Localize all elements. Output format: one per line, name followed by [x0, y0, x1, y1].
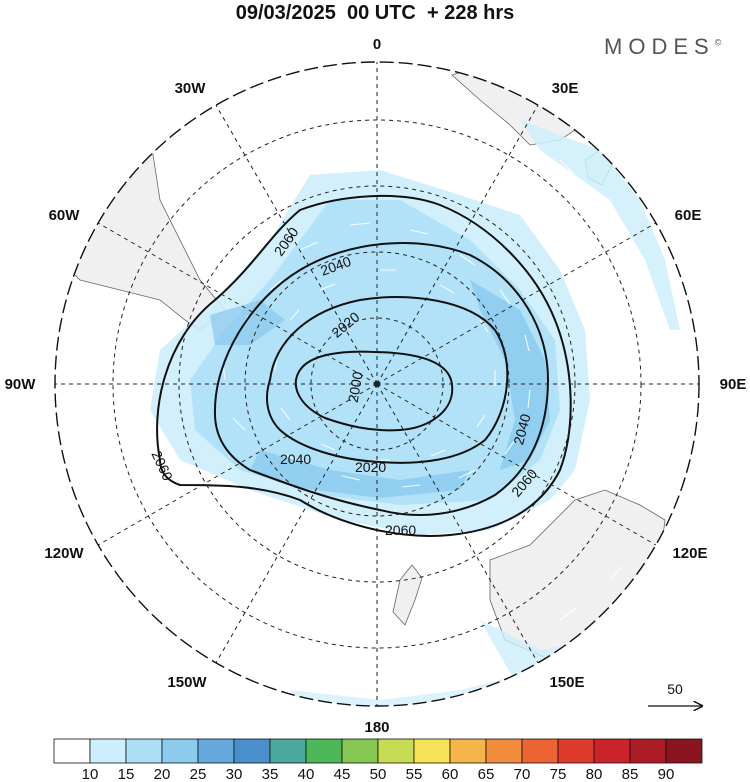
lon-label-150w: 150W — [167, 674, 207, 691]
meridian-line — [97, 383, 378, 546]
colorbar-swatch — [665, 738, 703, 764]
wind-band-strong-west — [210, 300, 285, 345]
colorbar-tick-label: 40 — [298, 766, 315, 782]
longitude-labels: 0 30E 60E 90E 120E 150E 180 150W 120W 90… — [5, 36, 747, 736]
colorbar-swatch — [593, 738, 631, 764]
brand-text: MODES — [604, 34, 715, 59]
colorbar-swatch — [89, 738, 127, 764]
colorbar-swatch — [557, 738, 595, 764]
colorbar-swatch — [629, 738, 667, 764]
lon-label-150e: 150E — [549, 674, 584, 691]
colorbar-swatch — [413, 738, 451, 764]
contour-label-2020-south: 2020 — [355, 459, 386, 475]
colorbar-tick-label: 10 — [82, 766, 99, 782]
colorbar-tick-label: 80 — [586, 766, 603, 782]
lon-label-60e: 60E — [675, 207, 702, 224]
colorbar-tick-label: 45 — [334, 766, 351, 782]
contour-2060 — [156, 194, 572, 537]
colorbar-swatch — [377, 738, 415, 764]
contour-label-2060-west: 2060 — [148, 448, 176, 483]
brand-mark: © — [714, 37, 722, 48]
colorbar-tick-label: 25 — [190, 766, 207, 782]
colorbar-swatch — [305, 738, 343, 764]
colorbar-swatch — [125, 738, 163, 764]
colorbar-swatch — [53, 738, 91, 764]
wind-band-africa — [520, 120, 680, 330]
lon-label-0: 0 — [373, 36, 381, 53]
colorbar-tick-label: 75 — [550, 766, 567, 782]
contour-2000 — [295, 350, 454, 432]
map-title: 09/03/2025 00 UTC + 228 hrs — [235, 2, 515, 24]
meridian-line — [376, 222, 657, 385]
contour-label-2040-south: 2040 — [280, 451, 311, 467]
wind-band-strong — [470, 280, 550, 470]
lon-label-30e: 30E — [552, 80, 579, 97]
colorbar-swatch — [485, 738, 523, 764]
lon-label-30w: 30W — [175, 80, 207, 97]
colorbar-tick-label: 50 — [370, 766, 387, 782]
contour-label-2060-south: 2060 — [385, 522, 416, 538]
colorbar-swatch — [449, 738, 487, 764]
land-new-zealand — [392, 564, 423, 626]
colorbar-tick-label: 85 — [622, 766, 639, 782]
colorbar-tick-label: 20 — [154, 766, 171, 782]
colorbar-swatch — [341, 738, 379, 764]
lon-label-120e: 120E — [672, 545, 707, 562]
lon-label-180: 180 — [364, 719, 389, 736]
contour-label-2000: 2000 — [345, 370, 366, 404]
meridian-line — [97, 222, 378, 385]
colorbar-tick-label: 30 — [226, 766, 243, 782]
contour-2040 — [213, 242, 550, 516]
geopotential-contours — [156, 194, 572, 537]
lon-label-120w: 120W — [44, 545, 84, 562]
lon-label-60w: 60W — [49, 207, 81, 224]
colorbar-tick-label: 35 — [262, 766, 279, 782]
meridian-line — [215, 104, 378, 385]
meridian-line — [215, 383, 378, 664]
colorbar-tick-label: 65 — [478, 766, 495, 782]
brand-logo: MODES© — [604, 34, 721, 60]
colorbar-tick-label: 55 — [406, 766, 423, 782]
colorbar: 10 15 20 25 30 35 40 45 50 55 60 65 70 75 80 85 90 — [53, 738, 703, 782]
colorbar-tick-label: 70 — [514, 766, 531, 782]
reference-vector: 50 — [648, 681, 702, 706]
meridian-line — [376, 104, 539, 385]
colorbar-swatch — [161, 738, 199, 764]
meridian-line — [376, 383, 657, 546]
lon-label-90e: 90E — [720, 376, 747, 393]
graticule — [55, 62, 699, 706]
meridian-line — [376, 383, 539, 664]
contour-2020 — [266, 296, 509, 464]
colorbar-tick-label: 15 — [118, 766, 135, 782]
wind-speed-shading — [150, 120, 699, 706]
land-south-america — [55, 134, 226, 331]
reference-vector-label: 50 — [667, 681, 683, 697]
colorbar-swatch — [233, 738, 271, 764]
colorbar-tick-label: 60 — [442, 766, 459, 782]
lon-label-90w: 90W — [5, 376, 37, 393]
wind-band-pacific — [290, 675, 520, 706]
colorbar-tick-label: 90 — [658, 766, 675, 782]
colorbar-swatch — [269, 738, 307, 764]
colorbar-swatch — [521, 738, 559, 764]
colorbar-swatch — [197, 738, 235, 764]
contour-label-2040-east: 2040 — [510, 412, 534, 446]
map-border — [54, 61, 700, 707]
